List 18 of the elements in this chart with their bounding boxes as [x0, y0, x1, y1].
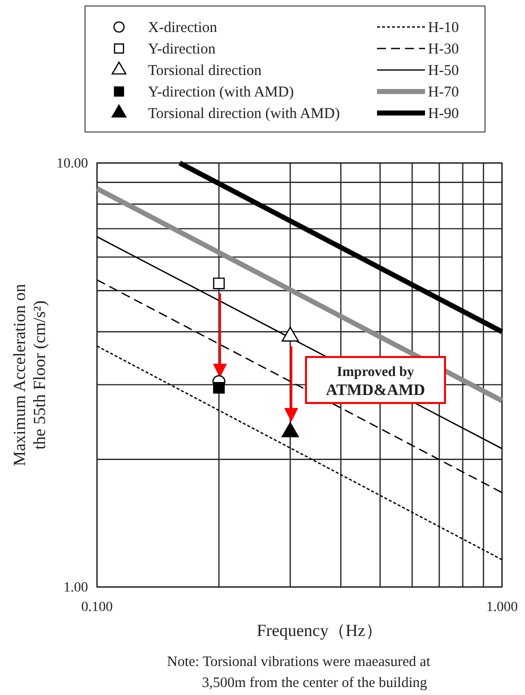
- legend-label: Y-direction: [148, 42, 216, 58]
- legend-label: H-50: [428, 63, 459, 79]
- legend-label: H-90: [428, 106, 459, 122]
- legend-label: H-10: [428, 20, 459, 36]
- y-tick-label: 10.00: [56, 156, 88, 172]
- legend-label: Torsional direction: [148, 63, 262, 79]
- annotation: Improved by ATMD&AMD: [326, 365, 426, 399]
- legend-label: H-30: [428, 42, 459, 58]
- legend-label: H-70: [428, 84, 459, 100]
- legend-label: Torsional direction (with AMD): [148, 106, 340, 122]
- text: Note: Torsional vibrations were maeasured at 3,500m from the center of the building: [167, 654, 430, 691]
- x-tick-label: 1.000: [486, 600, 518, 615]
- x-tick-label: 0.100: [81, 600, 113, 615]
- legend-label: Y-direction (with AMD): [148, 84, 294, 100]
- legend-label: X-direction: [148, 20, 218, 36]
- x-axis-title: Frequency（Hz）: [256, 621, 382, 640]
- y-axis-title: Maximum Acceleration on the 55th Floor (cm/s²): [10, 283, 49, 466]
- y-tick-label: 1.00: [64, 580, 88, 596]
